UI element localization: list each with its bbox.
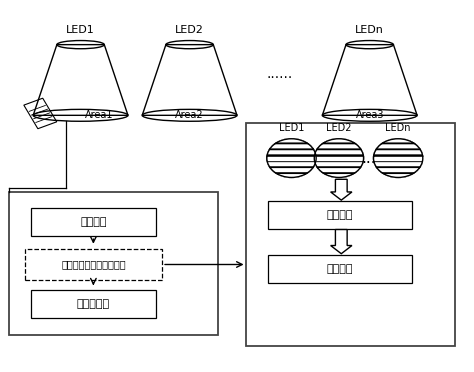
Text: LEDn: LEDn [356, 25, 384, 35]
Text: LEDn: LEDn [385, 123, 411, 133]
Polygon shape [374, 163, 422, 166]
Polygon shape [315, 163, 363, 166]
Text: LED1: LED1 [66, 25, 95, 35]
Bar [31, 208, 156, 236]
Polygon shape [268, 151, 315, 154]
Text: 临近法定位: 临近法定位 [77, 299, 110, 309]
Polygon shape [271, 169, 312, 171]
Text: 利用训练好的分类器判别: 利用训练好的分类器判别 [61, 260, 126, 269]
Bar [25, 249, 162, 280]
Text: ......: ...... [266, 67, 293, 81]
Polygon shape [319, 169, 359, 171]
Circle shape [374, 139, 423, 177]
Polygon shape [318, 145, 360, 148]
Text: LED2: LED2 [175, 25, 204, 35]
Polygon shape [386, 175, 410, 177]
Polygon shape [374, 151, 422, 154]
Text: 机器学习: 机器学习 [327, 264, 353, 274]
Polygon shape [374, 157, 423, 160]
Polygon shape [378, 169, 419, 171]
Text: Area1: Area1 [85, 110, 114, 119]
Circle shape [267, 139, 316, 177]
Polygon shape [271, 145, 312, 148]
Polygon shape [279, 175, 304, 177]
Circle shape [314, 139, 364, 177]
Polygon shape [268, 163, 315, 166]
Polygon shape [278, 139, 305, 142]
Polygon shape [314, 157, 364, 160]
Text: LED2: LED2 [326, 123, 352, 133]
Polygon shape [267, 157, 316, 160]
Text: 提取特征: 提取特征 [327, 210, 353, 220]
Text: ...: ... [361, 151, 375, 166]
Bar [268, 255, 412, 283]
Bar [246, 123, 455, 346]
Polygon shape [326, 139, 352, 142]
Polygon shape [327, 175, 351, 177]
Text: 提取特征: 提取特征 [80, 218, 107, 227]
Bar [268, 201, 412, 229]
Bar [31, 290, 156, 318]
Text: Area2: Area2 [175, 110, 204, 119]
Bar [9, 192, 218, 335]
Polygon shape [331, 230, 352, 254]
Polygon shape [377, 145, 419, 148]
Text: LED1: LED1 [279, 123, 304, 133]
Polygon shape [331, 179, 352, 200]
Text: Area3: Area3 [356, 110, 384, 119]
Polygon shape [315, 151, 363, 154]
Polygon shape [385, 139, 411, 142]
